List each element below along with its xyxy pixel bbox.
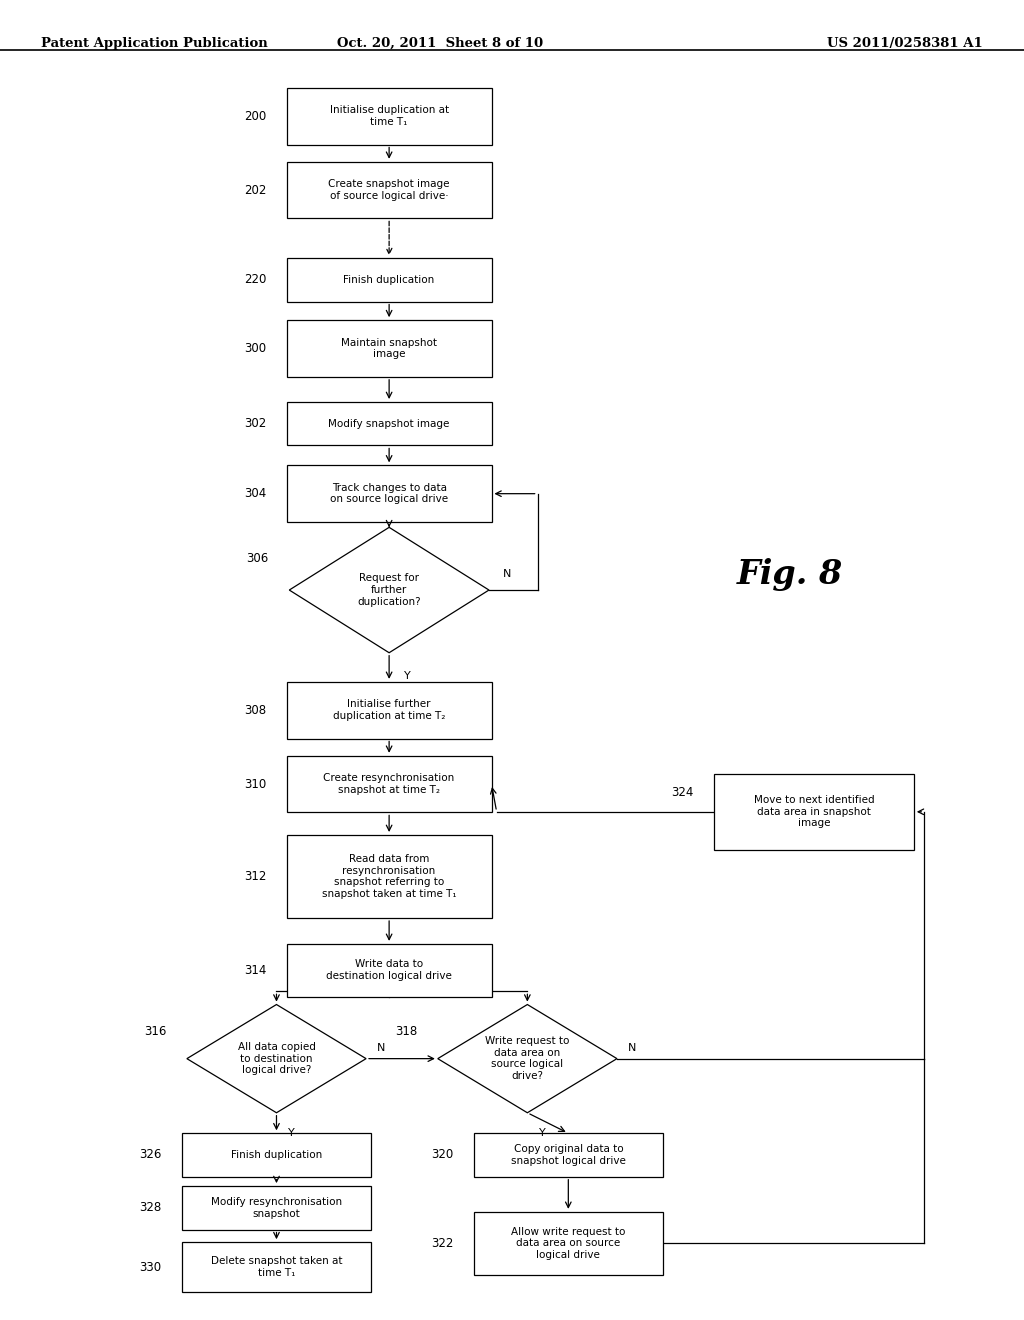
Text: 314: 314	[244, 964, 266, 977]
Text: Allow write request to
data area on source
logical drive: Allow write request to data area on sour…	[511, 1226, 626, 1261]
Text: 312: 312	[244, 870, 266, 883]
Text: 304: 304	[244, 487, 266, 500]
Text: Read data from
resynchronisation
snapshot referring to
snapshot taken at time T₁: Read data from resynchronisation snapsho…	[322, 854, 457, 899]
Text: All data copied
to destination
logical drive?: All data copied to destination logical d…	[238, 1041, 315, 1076]
FancyBboxPatch shape	[715, 774, 914, 850]
Polygon shape	[438, 1005, 616, 1113]
FancyBboxPatch shape	[182, 1185, 372, 1230]
FancyBboxPatch shape	[473, 1212, 664, 1275]
Text: N: N	[628, 1043, 637, 1053]
Text: 308: 308	[244, 704, 266, 717]
Text: Maintain snapshot
image: Maintain snapshot image	[341, 338, 437, 359]
Text: 320: 320	[431, 1148, 453, 1162]
Text: Y: Y	[289, 1127, 295, 1138]
Text: Y: Y	[404, 672, 411, 681]
FancyBboxPatch shape	[287, 836, 492, 919]
Text: 330: 330	[139, 1261, 162, 1274]
Text: Finish duplication: Finish duplication	[343, 275, 435, 285]
Text: Request for
further
duplication?: Request for further duplication?	[357, 573, 421, 607]
FancyBboxPatch shape	[182, 1242, 372, 1292]
Text: 220: 220	[244, 273, 266, 286]
Text: 306: 306	[247, 552, 268, 565]
Text: US 2011/0258381 A1: US 2011/0258381 A1	[827, 37, 983, 50]
Text: 300: 300	[244, 342, 266, 355]
FancyBboxPatch shape	[287, 161, 492, 218]
FancyBboxPatch shape	[287, 465, 492, 521]
Text: Finish duplication: Finish duplication	[230, 1150, 323, 1160]
Text: 200: 200	[244, 110, 266, 123]
FancyBboxPatch shape	[287, 259, 492, 301]
Text: 326: 326	[139, 1148, 162, 1162]
Text: 328: 328	[139, 1201, 162, 1214]
Text: Create resynchronisation
snapshot at time T₂: Create resynchronisation snapshot at tim…	[324, 774, 455, 795]
Text: Delete snapshot taken at
time T₁: Delete snapshot taken at time T₁	[211, 1257, 342, 1278]
FancyBboxPatch shape	[287, 401, 492, 445]
Text: Copy original data to
snapshot logical drive: Copy original data to snapshot logical d…	[511, 1144, 626, 1166]
Text: N: N	[503, 569, 512, 579]
Text: Patent Application Publication: Patent Application Publication	[41, 37, 267, 50]
FancyBboxPatch shape	[287, 755, 492, 812]
Text: Track changes to data
on source logical drive: Track changes to data on source logical …	[330, 483, 449, 504]
Text: 324: 324	[672, 787, 694, 799]
Text: 316: 316	[144, 1026, 167, 1038]
Text: Oct. 20, 2011  Sheet 8 of 10: Oct. 20, 2011 Sheet 8 of 10	[337, 37, 544, 50]
Text: Move to next identified
data area in snapshot
image: Move to next identified data area in sna…	[754, 795, 874, 829]
FancyBboxPatch shape	[182, 1133, 372, 1177]
Text: 302: 302	[244, 417, 266, 430]
Text: Write request to
data area on
source logical
drive?: Write request to data area on source log…	[485, 1036, 569, 1081]
Polygon shape	[289, 527, 489, 652]
Text: Y: Y	[540, 1127, 546, 1138]
Text: 202: 202	[244, 183, 266, 197]
FancyBboxPatch shape	[287, 944, 492, 997]
FancyBboxPatch shape	[473, 1133, 664, 1177]
Text: 310: 310	[244, 777, 266, 791]
FancyBboxPatch shape	[287, 681, 492, 739]
Text: Write data to
destination logical drive: Write data to destination logical drive	[327, 960, 452, 981]
Text: Fig. 8: Fig. 8	[737, 557, 844, 591]
Polygon shape	[187, 1005, 367, 1113]
Text: Modify snapshot image: Modify snapshot image	[329, 418, 450, 429]
Text: Initialise further
duplication at time T₂: Initialise further duplication at time T…	[333, 700, 445, 721]
Text: 322: 322	[431, 1237, 453, 1250]
FancyBboxPatch shape	[287, 319, 492, 378]
Text: Initialise duplication at
time T₁: Initialise duplication at time T₁	[330, 106, 449, 127]
FancyBboxPatch shape	[287, 87, 492, 144]
Text: 318: 318	[395, 1026, 418, 1038]
Text: Modify resynchronisation
snapshot: Modify resynchronisation snapshot	[211, 1197, 342, 1218]
Text: Create snapshot image
of source logical drive·: Create snapshot image of source logical …	[329, 180, 450, 201]
Text: N: N	[377, 1043, 386, 1053]
